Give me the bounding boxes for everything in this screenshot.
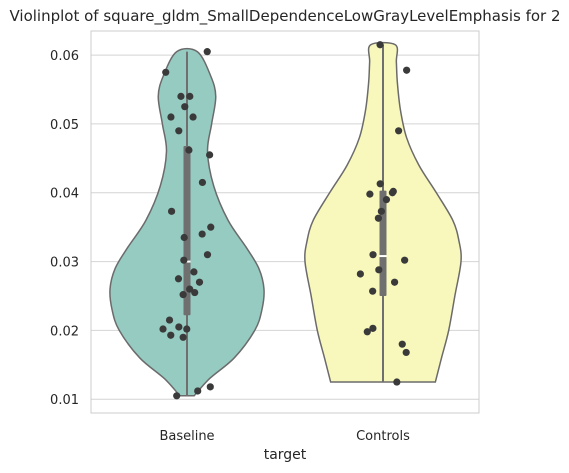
data-point bbox=[162, 68, 170, 76]
data-point bbox=[382, 196, 391, 204]
x-axis-label: target bbox=[264, 447, 307, 463]
data-point bbox=[203, 251, 212, 259]
data-point bbox=[376, 180, 384, 188]
data-point bbox=[180, 256, 188, 264]
data-point bbox=[175, 323, 183, 331]
plot-frame bbox=[90, 30, 480, 414]
y-tick-label: 0.04 bbox=[50, 187, 79, 202]
data-point bbox=[173, 392, 181, 400]
data-point bbox=[366, 190, 374, 198]
y-tick-label: 0.02 bbox=[50, 324, 79, 339]
data-point bbox=[180, 233, 188, 242]
data-point bbox=[203, 48, 211, 56]
data-point bbox=[174, 275, 183, 283]
data-point bbox=[198, 178, 207, 187]
data-point bbox=[401, 256, 409, 264]
data-points bbox=[159, 41, 411, 400]
data-point bbox=[181, 103, 189, 111]
data-point bbox=[369, 251, 377, 259]
y-tick-label: 0.05 bbox=[50, 118, 79, 133]
data-point bbox=[388, 189, 397, 197]
y-tick-label: 0.06 bbox=[50, 49, 79, 64]
x-tick-label: Controls bbox=[356, 429, 410, 444]
data-point bbox=[369, 324, 377, 332]
data-point bbox=[185, 146, 193, 154]
data-point bbox=[179, 291, 187, 299]
y-tick-label: 0.01 bbox=[50, 393, 79, 408]
data-point bbox=[189, 113, 197, 121]
data-point bbox=[167, 113, 175, 121]
data-point bbox=[198, 230, 206, 238]
data-point bbox=[186, 92, 194, 100]
data-point bbox=[374, 214, 382, 222]
data-point bbox=[177, 92, 185, 100]
data-point bbox=[369, 287, 377, 295]
data-point bbox=[377, 207, 385, 215]
data-point bbox=[356, 270, 364, 278]
data-point bbox=[398, 340, 406, 348]
boxes bbox=[183, 44, 387, 396]
data-point bbox=[191, 288, 199, 297]
data-point bbox=[206, 383, 214, 391]
iqr-box bbox=[183, 145, 191, 316]
chart-title: Violinplot of square_gldm_SmallDependenc… bbox=[9, 7, 560, 26]
data-point bbox=[363, 328, 371, 336]
x-axis: Baseline Controls bbox=[159, 429, 410, 444]
data-point bbox=[190, 268, 198, 276]
data-point bbox=[207, 223, 215, 231]
data-point bbox=[375, 266, 383, 274]
data-point bbox=[194, 387, 202, 395]
y-axis: 0.01 0.02 0.03 0.04 0.05 0.06 bbox=[50, 49, 79, 408]
data-point bbox=[395, 127, 403, 135]
data-point bbox=[159, 325, 167, 333]
data-point bbox=[183, 325, 191, 333]
data-point bbox=[165, 316, 174, 324]
violins bbox=[109, 41, 462, 397]
data-point bbox=[175, 127, 183, 135]
data-point bbox=[167, 207, 176, 215]
data-point bbox=[402, 348, 410, 357]
y-tick-label: 0.03 bbox=[50, 256, 79, 271]
data-point bbox=[403, 66, 411, 74]
data-point bbox=[195, 278, 204, 286]
data-point bbox=[179, 333, 187, 341]
iqr-box bbox=[379, 190, 387, 296]
data-point bbox=[393, 378, 401, 386]
data-point bbox=[186, 285, 194, 293]
data-point bbox=[206, 151, 214, 159]
data-point bbox=[376, 41, 384, 49]
data-point bbox=[167, 331, 175, 339]
data-point bbox=[390, 278, 399, 286]
x-tick-label: Baseline bbox=[159, 429, 214, 444]
